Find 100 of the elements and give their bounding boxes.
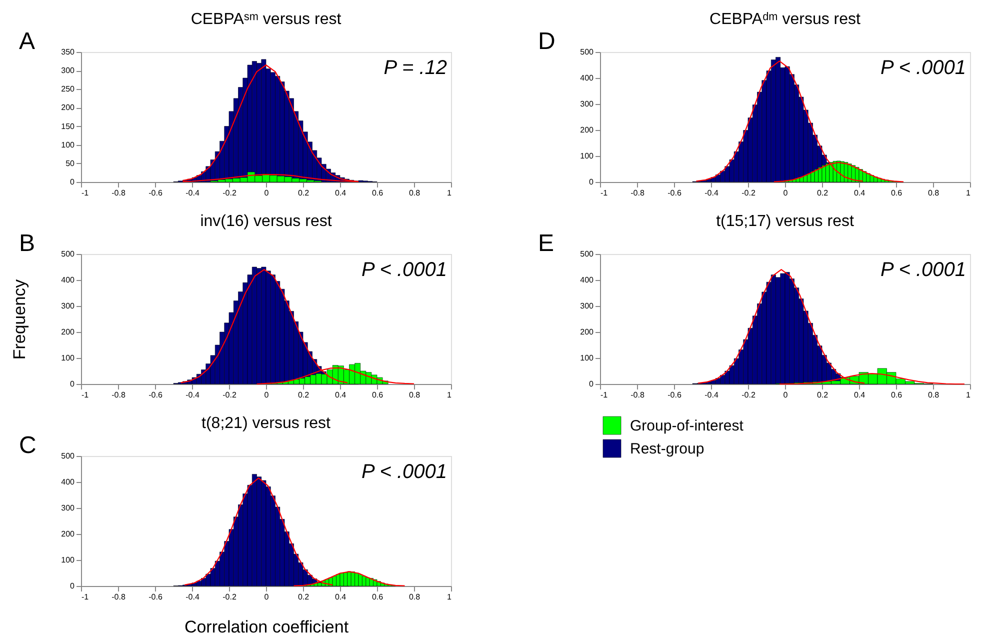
text: D (538, 28, 556, 55)
y-tick-label: 0 (70, 178, 76, 186)
y-tick-label: 0 (589, 178, 594, 186)
x-tick-label: 0.4 (334, 390, 347, 400)
y-tick-label: 0 (70, 582, 76, 590)
y-tick-label: 100 (61, 140, 76, 150)
y-axis-title: Frequency (10, 278, 30, 360)
y-tick-label: 500 (580, 48, 594, 56)
x-tick-label: -0.2 (222, 390, 237, 400)
x-tick-label: -1 (600, 188, 608, 198)
chart-title: t(15;17) versus rest (716, 213, 854, 230)
x-tick-label: 0 (264, 390, 270, 400)
x-tick-label: 0.6 (890, 188, 903, 198)
y-tick-label: 100 (61, 556, 76, 564)
y-tick-label: 50 (66, 158, 76, 168)
x-tick-label: 0.6 (372, 188, 384, 198)
x-tick-label: -1 (82, 390, 90, 400)
x-tick-label: 0 (264, 188, 270, 198)
x-tick-label: -0.4 (704, 188, 719, 198)
x-tick-label: -0.2 (222, 592, 237, 602)
x-tick-label: -0.2 (222, 188, 237, 198)
y-tick-label: 200 (61, 103, 76, 112)
chart-title: inv(16) versus rest (200, 213, 332, 230)
y-tick-label: 300 (580, 100, 594, 108)
y-tick-label: 100 (580, 354, 594, 362)
x-tick-label: 0.4 (334, 592, 347, 602)
y-tick-label: 200 (580, 328, 594, 336)
x-tick-label: -0.4 (704, 390, 719, 400)
x-tick-label: 0.8 (408, 592, 421, 602)
x-tick-label: 0 (783, 188, 788, 198)
x-tick-label: 0.2 (816, 188, 829, 198)
x-tick-label: 0.8 (928, 188, 940, 198)
x-tick-label: 0.6 (372, 390, 384, 400)
y-tick-label: 500 (580, 250, 594, 258)
y-tick-label: 200 (580, 126, 594, 134)
y-tick-label: 200 (61, 530, 76, 538)
x-tick-label: 1 (966, 188, 972, 198)
x-tick-label: 0.6 (372, 592, 384, 602)
y-tick-label: 300 (580, 302, 594, 310)
annotation: P < .0001 (880, 57, 966, 79)
y-tick-label: 500 (61, 250, 76, 258)
y-tick-label: 350 (61, 48, 76, 56)
y-tick-label: 150 (61, 122, 76, 131)
x-tick-label: 1 (447, 592, 452, 602)
text: A (19, 28, 36, 55)
x-axis-title: Correlation coefficient (184, 618, 349, 636)
x-tick-label: 0.4 (334, 188, 347, 198)
y-tick-label: 100 (61, 354, 76, 362)
x-tick-label: 0.2 (298, 188, 310, 198)
x-tick-label: 0.8 (408, 188, 421, 198)
x-tick-label: -0.6 (148, 188, 163, 198)
x-tick-label: -0.8 (630, 390, 645, 400)
x-tick-label: -0.6 (148, 390, 163, 400)
x-tick-label: -0.2 (742, 390, 756, 400)
x-tick-label: -0.6 (148, 592, 163, 602)
y-tick-label: 250 (61, 84, 76, 94)
x-tick-label: 1 (447, 390, 452, 400)
x-tick-label: 0.2 (298, 592, 310, 602)
x-tick-label: -1 (82, 592, 90, 602)
x-tick-label: -0.6 (668, 188, 682, 198)
x-tick-label: 1 (966, 390, 972, 400)
x-tick-label: -0.4 (186, 390, 200, 400)
x-tick-label: 0.2 (298, 390, 310, 400)
y-tick-label: 0 (589, 380, 594, 388)
x-tick-label: 0.2 (816, 390, 829, 400)
annotation: P < .0001 (362, 259, 447, 281)
y-tick-label: 400 (61, 276, 76, 284)
x-tick-label: 0.4 (854, 390, 866, 400)
x-tick-label: 0.4 (854, 188, 866, 198)
x-tick-label: -1 (600, 390, 608, 400)
x-tick-label: -0.6 (668, 390, 682, 400)
x-tick-label: -0.8 (112, 188, 126, 198)
y-tick-label: 0 (70, 380, 76, 388)
y-tick-label: 400 (61, 478, 76, 486)
x-tick-label: -0.8 (112, 390, 126, 400)
annotation: P < .0001 (362, 461, 447, 483)
annotation: P = .12 (384, 57, 447, 79)
annotation: P < .0001 (880, 259, 966, 281)
y-tick-label: 200 (61, 328, 76, 336)
x-tick-label: -0.4 (186, 592, 200, 602)
y-tick-label: 300 (61, 302, 76, 310)
y-tick-label: 300 (61, 504, 76, 512)
text: E (538, 230, 554, 257)
x-tick-label: -0.2 (742, 188, 756, 198)
x-tick-label: 0.6 (890, 390, 903, 400)
y-tick-label: 400 (580, 74, 594, 82)
y-tick-label: 300 (61, 66, 76, 76)
chart-title: t(8;21) versus rest (202, 415, 332, 432)
x-tick-label: 0 (783, 390, 788, 400)
x-tick-label: 1 (447, 188, 452, 198)
y-tick-label: 500 (61, 452, 76, 460)
text: C (19, 432, 36, 459)
x-tick-label: 0.8 (928, 390, 940, 400)
legend-label: Group-of-interest (630, 418, 744, 434)
x-tick-label: -0.4 (186, 188, 200, 198)
chart-title: CEBPAᵈᵐ versus rest (710, 11, 862, 28)
x-tick-label: -0.8 (630, 188, 645, 198)
x-tick-label: -0.8 (112, 592, 126, 602)
legend-label: Rest-group (630, 440, 704, 458)
x-tick-label: -1 (82, 188, 90, 198)
